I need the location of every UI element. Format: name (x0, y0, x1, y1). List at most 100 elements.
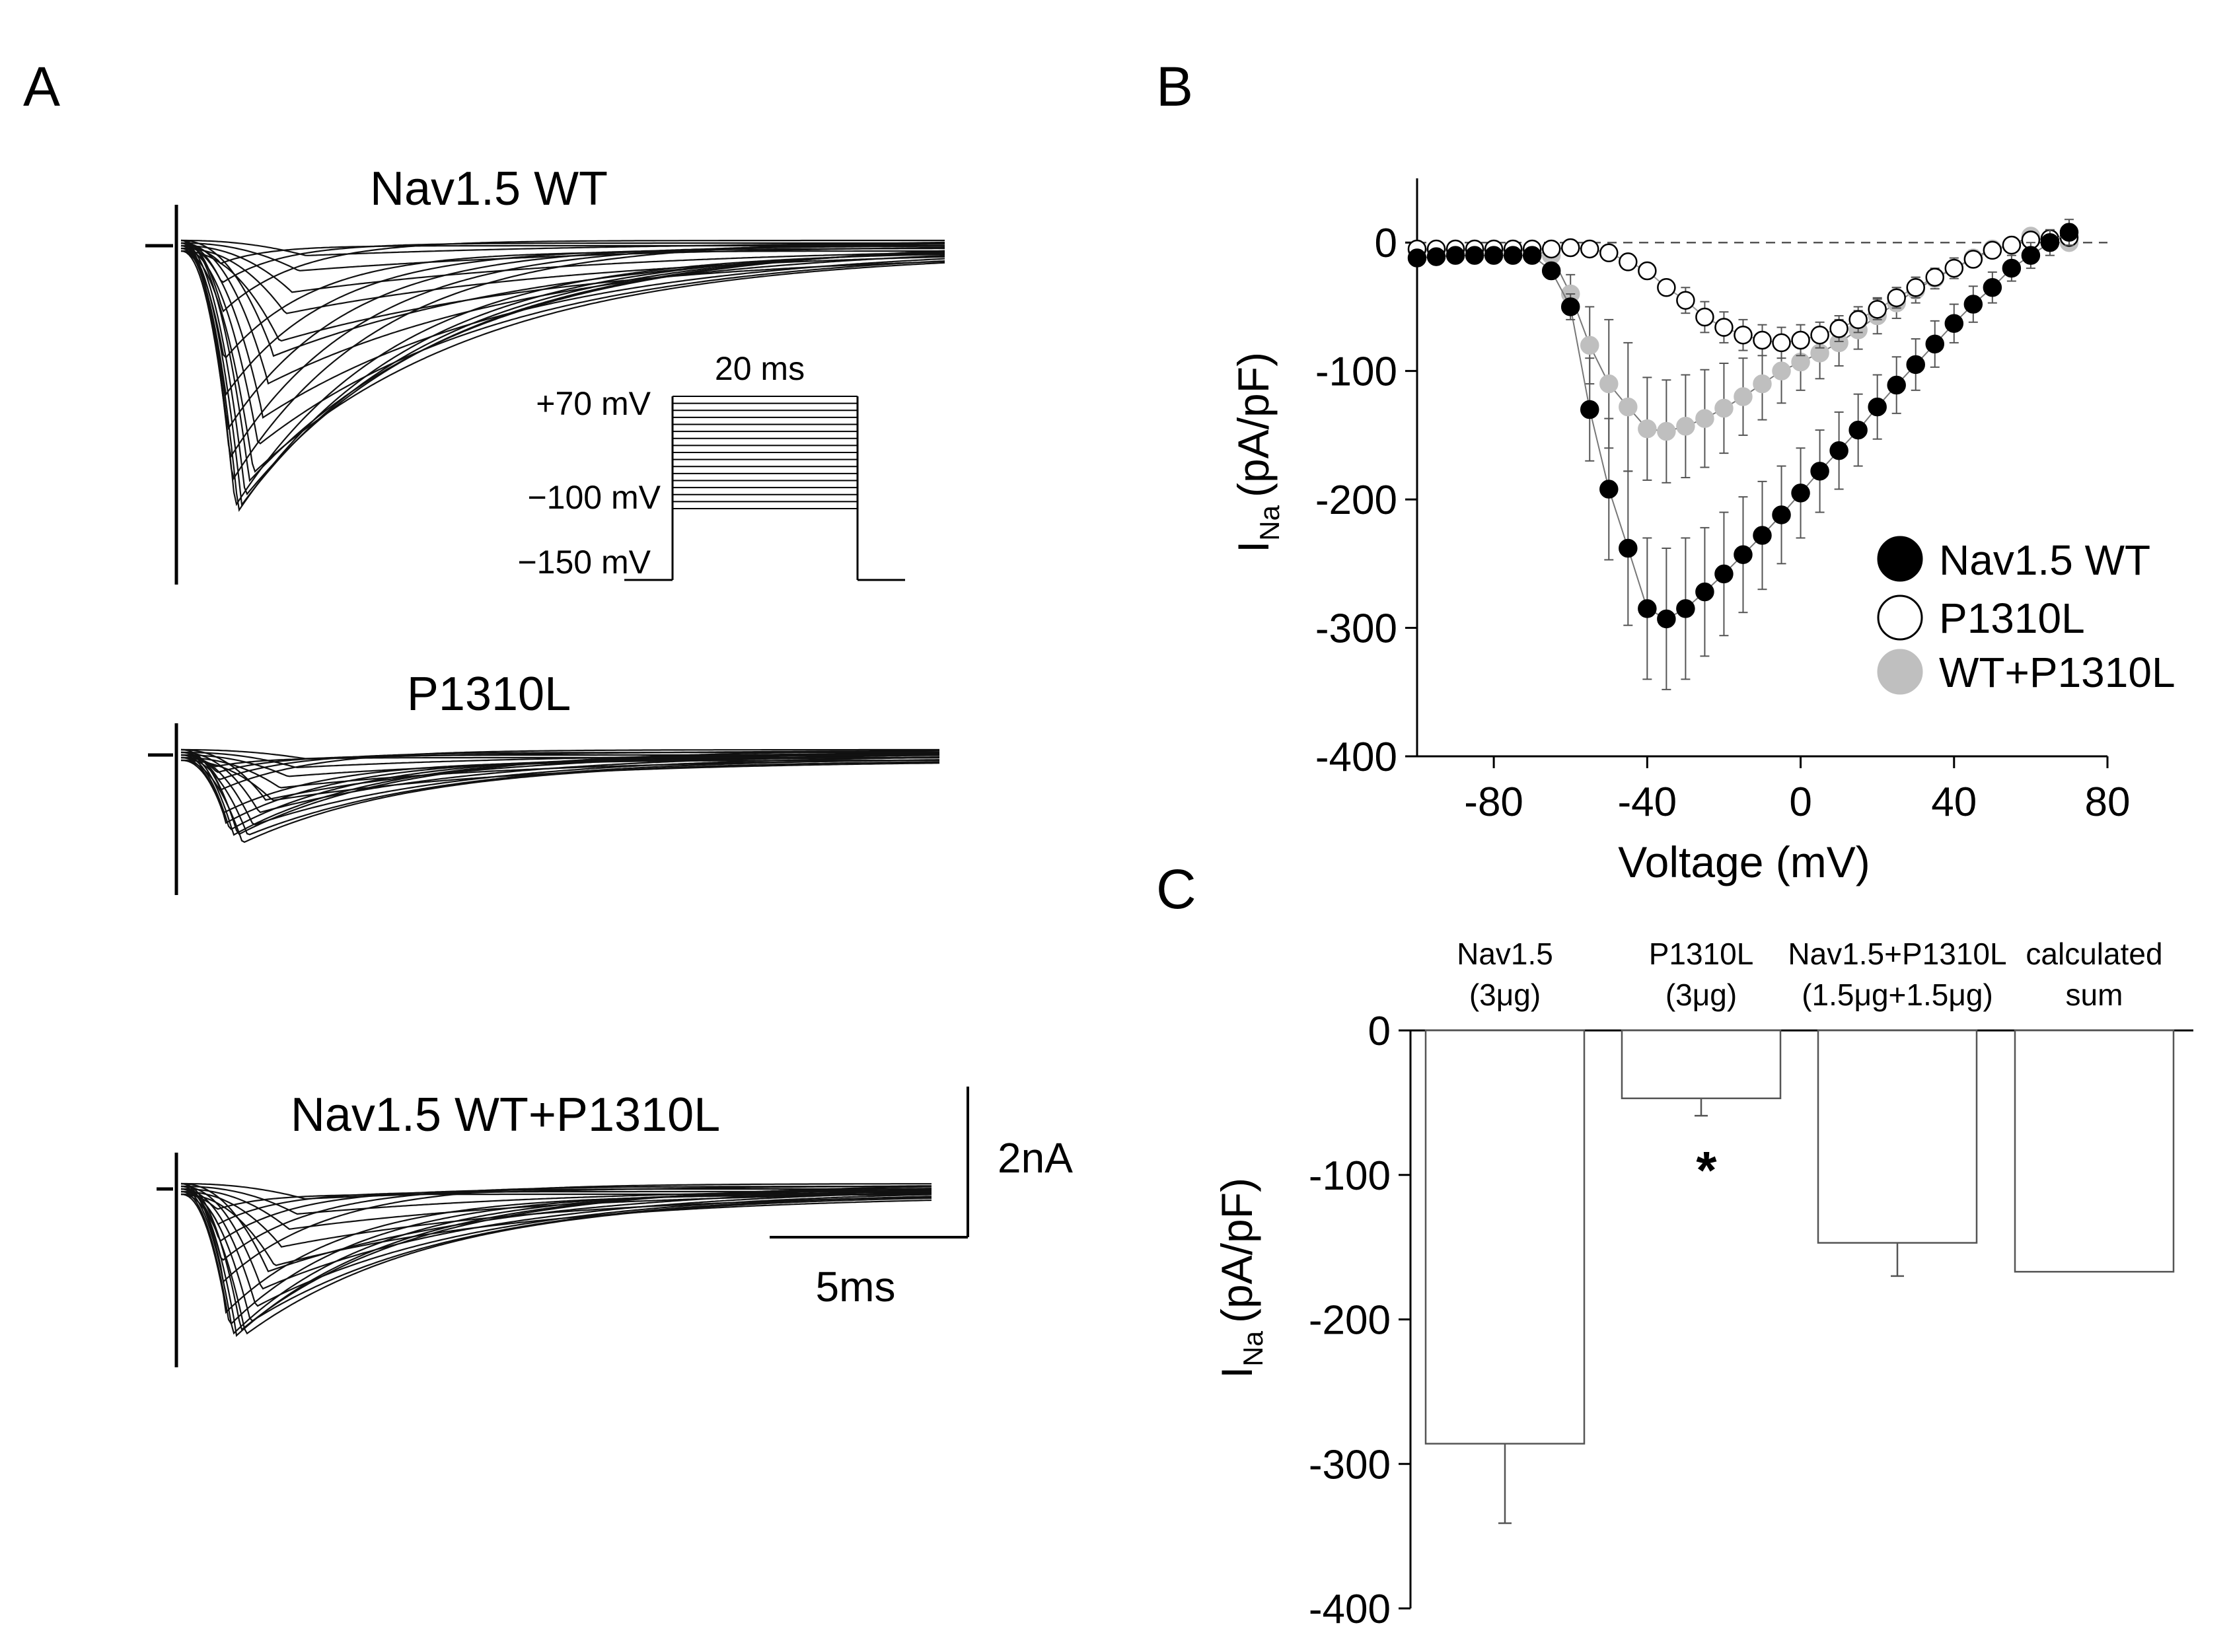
legend-label-wtp: WT+P1310L (1939, 649, 2176, 696)
wtp-sweep (180, 1185, 932, 1338)
iv-x-tick-label: 80 (2085, 779, 2131, 825)
bar-category-label-line1: Nav1.5+P1310L (1788, 937, 2006, 971)
iv-point-wt (1791, 484, 1810, 503)
bar-y-tick-label: 0 (1368, 1009, 1391, 1054)
wt-sweep (181, 247, 945, 314)
p1310l-sweep (180, 751, 939, 780)
iv-point-wt (1407, 248, 1427, 268)
iv-point-p1310l (1560, 238, 1580, 258)
iv-point-wt (2002, 258, 2022, 278)
voltage-protocol-inset: 20 ms +70 mV −100 mV −150 mV (517, 350, 905, 581)
wt-sweep (181, 250, 945, 342)
wtp-sweep (180, 1193, 932, 1335)
iv-point-wt (1580, 400, 1599, 419)
iv-point-wt (1944, 314, 1964, 333)
iv-axes: 0-100-200-300-400-80 -40 0 40 80 (1315, 178, 2131, 825)
iv-point-wt (1734, 545, 1753, 564)
iv-point-p1310l (1944, 258, 1964, 278)
trace-title-p1310l: P1310L (407, 668, 571, 721)
iv-point-p1310l (1619, 252, 1638, 271)
iv-point-wtp (1580, 336, 1599, 355)
wtp-sweep (180, 1182, 932, 1331)
protocol-top-label: +70 mV (536, 385, 651, 422)
iv-point-p1310l (1734, 325, 1753, 345)
wt-sweep (180, 242, 945, 385)
iv-point-wt (1657, 609, 1676, 629)
wt-sweep (180, 244, 945, 419)
iv-point-p1310l (1541, 239, 1561, 259)
wt-sweep (180, 247, 945, 445)
iv-point-wt (1983, 278, 2002, 297)
iv-point-p1310l (1599, 243, 1619, 263)
iv-point-wt (1868, 397, 1887, 417)
iv-point-wtp (1657, 421, 1676, 441)
iv-point-wt (1522, 246, 1542, 265)
p1310l-sweep (180, 759, 940, 844)
p1310l-sweep (180, 756, 939, 836)
iv-point-p1310l (1868, 300, 1887, 319)
iv-point-wt (1963, 295, 1983, 314)
bar-category-label-line2: (3μg) (1665, 978, 1737, 1012)
bar-y-tick-label: -200 (1309, 1298, 1391, 1344)
bar-category-label-line2: (1.5μg+1.5μg) (1802, 978, 1993, 1012)
iv-point-wt (2021, 246, 2041, 265)
panel-a-current-traces: Nav1.5 WT 20 ms +70 mV −100 mV −150 mV P… (145, 162, 1073, 1367)
trace-group-wtp (157, 1153, 932, 1367)
wt-sweep (180, 250, 945, 507)
iv-point-wt (1810, 462, 1829, 481)
iv-point-wt (1906, 355, 1925, 375)
panel-c-bar-chart: 0 -100 -200 -300 -400 Nav1.5 (3μg) P1310L (3μg)… (1212, 937, 2193, 1632)
iv-point-p1310l (1695, 307, 1714, 327)
bar-y-tick-label: -100 (1309, 1153, 1391, 1199)
wt-sweep (180, 250, 945, 473)
iv-point-wt (1445, 246, 1465, 265)
trace-group-wt (145, 205, 945, 585)
iv-point-wt (1848, 420, 1868, 440)
iv-y-axis-title-sub: Na (1254, 505, 1285, 540)
iv-x-tick-label: 0 (1789, 779, 1811, 825)
legend-marker-p1310l (1877, 594, 1923, 641)
bar-category-label-line1: calculated (2026, 937, 2162, 971)
iv-point-p1310l (1638, 261, 1657, 281)
bar-category-label-line2: sum (2066, 978, 2123, 1012)
iv-point-wt (1465, 246, 1484, 265)
iv-point-wt (1560, 297, 1580, 316)
iv-point-wt (1925, 334, 1944, 354)
scale-bar-current-label: 2nA (998, 1134, 1073, 1182)
wtp-sweep (180, 1185, 932, 1290)
protocol-mid-label: −100 mV (527, 479, 661, 516)
iv-y-axis-title-unit: (pA/pF) (1229, 352, 1278, 497)
bar-category-label-line2: (3μg) (1469, 978, 1541, 1012)
bar-rect (1621, 1029, 1782, 1100)
p1310l-sweep (180, 754, 940, 826)
bar-series: Nav1.5 (3μg) P1310L (3μg) * Nav1.5+P1310L (1.5… (1424, 937, 2175, 1525)
iv-point-p1310l (1925, 268, 1944, 287)
iv-point-wt (1714, 564, 1734, 584)
wtp-sweep (180, 1185, 932, 1261)
iv-point-wt (1484, 246, 1504, 265)
panel-b-iv-curve: 0-100-200-300-400-80 -40 0 40 80 Voltage (mV… (1229, 178, 2176, 886)
iv-point-wt (1541, 261, 1561, 281)
iv-point-p1310l (1714, 318, 1734, 337)
iv-point-wt (1426, 247, 1446, 266)
iv-point-p1310l (1772, 333, 1791, 353)
bar-y-axis-title-main: I (1212, 1367, 1261, 1379)
iv-point-wtp (1695, 409, 1714, 428)
iv-point-p1310l (1791, 330, 1810, 350)
iv-point-wt (1829, 441, 1848, 460)
p1310l-sweep (180, 759, 939, 814)
iv-point-wtp (1619, 397, 1638, 417)
iv-y-tick-label: -100 (1315, 349, 1397, 395)
iv-point-wtp (1772, 361, 1791, 380)
iv-point-wt (1638, 599, 1657, 618)
iv-point-wtp (1676, 417, 1695, 436)
bar-y-tick-label: -400 (1309, 1587, 1391, 1632)
legend-marker-wtp (1877, 649, 1923, 695)
bar-category-label-line1: Nav1.5 (1457, 937, 1553, 971)
panel-label-b: B (1156, 55, 1193, 118)
iv-y-tick-label: -400 (1315, 735, 1397, 780)
wtp-sweep (180, 1188, 932, 1242)
legend-marker-wt (1877, 536, 1923, 582)
bar-y-axis-title: INa (pA/pF) (1212, 1178, 1268, 1379)
